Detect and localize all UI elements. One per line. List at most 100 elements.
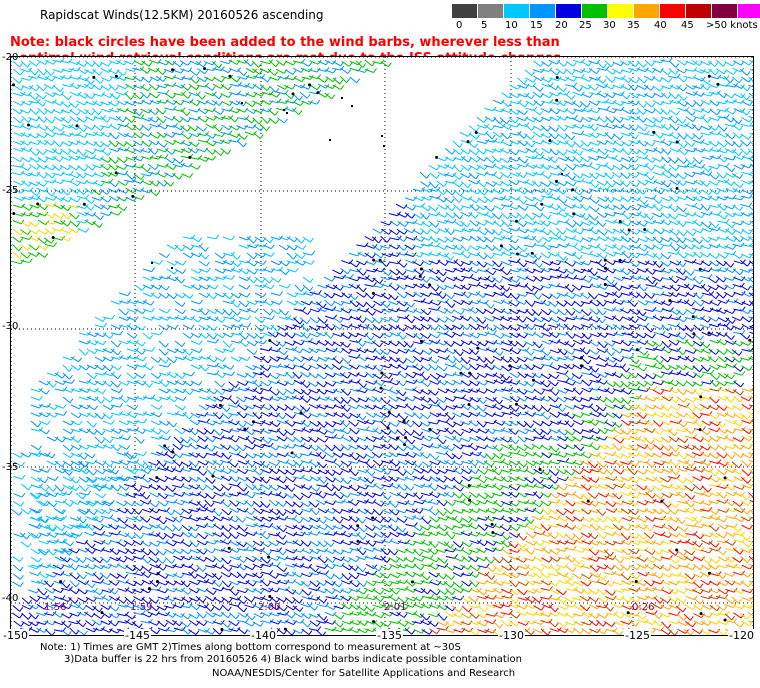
wind-barb	[749, 154, 753, 160]
wind-barb	[556, 204, 564, 212]
wind-barb	[516, 165, 521, 170]
wind-barb	[586, 349, 591, 355]
wind-barb	[731, 149, 740, 156]
wind-barb	[341, 356, 349, 364]
wind-barb	[20, 219, 25, 225]
wind-barb	[36, 74, 41, 79]
wind-barb	[301, 357, 305, 363]
wind-barb	[676, 187, 685, 195]
wind-barb	[501, 245, 509, 252]
wind-barb	[108, 116, 118, 121]
wind-barb	[50, 238, 55, 244]
wind-barb	[228, 91, 238, 96]
wind-barb	[12, 77, 20, 84]
wind-barb	[140, 84, 145, 89]
wind-barb	[685, 60, 695, 66]
wind-barb	[428, 181, 436, 189]
wind-barb	[300, 331, 308, 339]
wind-barb	[540, 229, 549, 236]
contamination-dot	[228, 74, 232, 78]
wind-barb	[181, 133, 189, 140]
wind-barb	[500, 138, 505, 144]
wind-barb	[508, 247, 512, 252]
wind-barb	[44, 243, 54, 247]
wind-barb	[676, 196, 686, 201]
wind-barb	[452, 358, 457, 364]
wind-barb	[125, 196, 134, 202]
wind-barb	[84, 69, 89, 74]
scale-swatch	[452, 4, 478, 18]
wind-barb	[716, 164, 721, 170]
wind-barb	[476, 260, 485, 268]
wind-barb	[372, 311, 376, 316]
wind-barb	[564, 212, 573, 218]
wind-barb	[100, 164, 108, 171]
wind-barb	[693, 148, 703, 153]
wind-barb	[108, 132, 117, 140]
wind-barb	[124, 124, 133, 131]
wind-barb	[84, 154, 89, 160]
wind-barb	[636, 182, 640, 187]
wind-barb	[476, 253, 485, 260]
wind-barb	[331, 94, 336, 100]
wind-barb	[548, 268, 558, 272]
wind-barb	[44, 203, 54, 207]
wind-barb	[157, 124, 166, 130]
wind-barb	[68, 148, 77, 155]
wind-barb	[156, 131, 165, 138]
wind-barb	[68, 140, 77, 146]
wind-barb	[692, 231, 697, 236]
wind-barb	[60, 189, 65, 194]
wind-barb	[91, 94, 95, 100]
wind-barb	[748, 157, 753, 162]
wind-barb	[532, 85, 541, 92]
wind-barb	[19, 109, 29, 114]
wind-barb	[732, 67, 741, 73]
contamination-dot	[579, 356, 583, 360]
wind-barb	[428, 268, 437, 275]
wind-barb	[68, 164, 77, 171]
wind-barb	[669, 309, 678, 316]
wind-barb	[348, 334, 352, 339]
wind-barb	[437, 164, 447, 169]
wind-barb	[588, 205, 597, 213]
wind-barb	[77, 108, 86, 115]
wind-barb	[675, 278, 680, 284]
wind-barb	[589, 141, 599, 146]
wind-barb	[324, 78, 329, 83]
wind-barb	[700, 115, 709, 123]
wind-barb	[461, 205, 471, 209]
wind-barb	[84, 197, 92, 204]
wind-barb	[645, 253, 655, 258]
wind-barb	[84, 60, 93, 67]
wind-barb	[660, 116, 670, 121]
scale-swatch	[504, 4, 530, 18]
wind-barb	[388, 293, 396, 301]
wind-barb	[684, 157, 692, 165]
wind-barb	[580, 130, 585, 136]
wind-barb	[341, 61, 350, 67]
wind-barb	[428, 212, 437, 217]
wind-barb	[364, 284, 374, 287]
wind-barb	[429, 260, 434, 266]
wind-barb	[516, 268, 526, 272]
wind-barb	[507, 173, 512, 178]
wind-barb	[565, 275, 574, 280]
wind-barb	[660, 187, 670, 192]
wind-barb	[228, 93, 233, 98]
wind-barb	[317, 293, 326, 299]
wind-barb	[284, 85, 289, 90]
wind-barb	[707, 125, 716, 131]
wind-barb	[197, 157, 207, 162]
wind-barb	[109, 124, 119, 130]
wind-barb	[60, 126, 65, 132]
wind-barb	[100, 196, 109, 203]
wind-barb	[362, 302, 367, 308]
wind-barb	[580, 156, 589, 163]
wind-barb	[20, 221, 29, 227]
wind-barb	[556, 70, 561, 76]
wind-barb	[27, 245, 32, 251]
wind-barb	[437, 299, 447, 304]
wind-barb	[410, 343, 414, 348]
wind-barb	[644, 59, 652, 67]
